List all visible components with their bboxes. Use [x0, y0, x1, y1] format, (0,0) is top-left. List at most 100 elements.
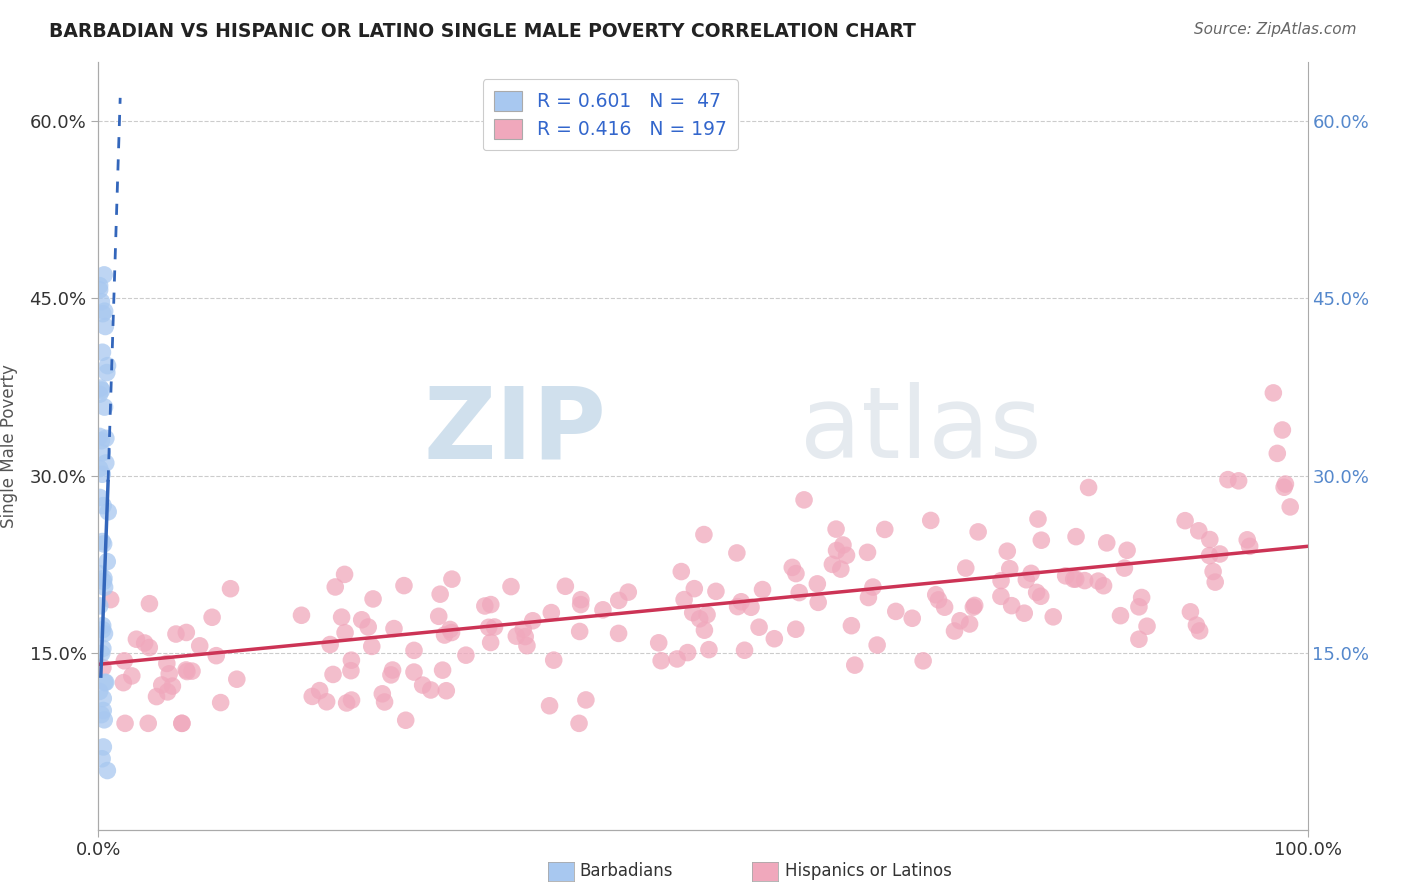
- Point: [96, 366, 118, 380]
- Point: [150, 678, 173, 692]
- Point: [100, 592, 122, 607]
- Point: [432, 663, 454, 677]
- Point: [821, 558, 844, 572]
- Point: [569, 598, 592, 612]
- Point: [89, 278, 111, 293]
- Point: [319, 638, 342, 652]
- Point: [205, 648, 228, 663]
- Text: Hispanics or Latinos: Hispanics or Latinos: [785, 863, 952, 880]
- Point: [90, 294, 112, 309]
- Point: [1025, 585, 1047, 599]
- Point: [666, 652, 689, 666]
- Point: [725, 546, 748, 560]
- Point: [89, 684, 111, 698]
- Point: [93, 400, 115, 414]
- Point: [1064, 530, 1087, 544]
- Point: [763, 632, 786, 646]
- Point: [333, 625, 356, 640]
- Point: [1271, 423, 1294, 437]
- Point: [554, 579, 576, 593]
- Point: [647, 636, 669, 650]
- Point: [704, 584, 727, 599]
- Point: [454, 648, 477, 662]
- Point: [433, 628, 456, 642]
- Point: [959, 617, 981, 632]
- Point: [323, 580, 346, 594]
- Point: [93, 580, 115, 594]
- Point: [995, 544, 1018, 558]
- Point: [93, 626, 115, 640]
- Point: [176, 665, 198, 679]
- Point: [174, 663, 197, 677]
- Point: [1188, 624, 1211, 638]
- Y-axis label: Single Male Poverty: Single Male Poverty: [0, 364, 18, 528]
- Point: [439, 623, 461, 637]
- Point: [689, 612, 711, 626]
- Point: [1073, 574, 1095, 588]
- Point: [1001, 599, 1024, 613]
- Text: Barbadians: Barbadians: [579, 863, 673, 880]
- Point: [90, 434, 112, 448]
- Point: [440, 625, 463, 640]
- Point: [751, 582, 773, 597]
- Point: [830, 562, 852, 576]
- Point: [825, 522, 848, 536]
- Point: [943, 624, 966, 638]
- Point: [395, 713, 418, 727]
- Point: [512, 622, 534, 636]
- Point: [145, 690, 167, 704]
- Point: [91, 691, 114, 706]
- Point: [949, 614, 972, 628]
- Point: [1063, 572, 1085, 586]
- Point: [575, 693, 598, 707]
- Point: [962, 600, 984, 615]
- Point: [136, 716, 159, 731]
- Point: [1128, 632, 1150, 647]
- Point: [928, 592, 950, 607]
- Point: [93, 574, 115, 589]
- Point: [91, 534, 114, 549]
- Point: [1092, 579, 1115, 593]
- Point: [832, 538, 855, 552]
- Point: [90, 647, 112, 661]
- Point: [1204, 575, 1226, 590]
- Text: BARBADIAN VS HISPANIC OR LATINO SINGLE MALE POVERTY CORRELATION CHART: BARBADIAN VS HISPANIC OR LATINO SINGLE M…: [49, 22, 917, 41]
- Point: [330, 610, 353, 624]
- Point: [440, 572, 463, 586]
- Point: [990, 574, 1012, 588]
- Point: [434, 683, 457, 698]
- Point: [727, 599, 749, 614]
- Point: [673, 592, 696, 607]
- Point: [1174, 514, 1197, 528]
- Point: [1130, 591, 1153, 605]
- Point: [336, 696, 359, 710]
- Point: [89, 599, 111, 613]
- Point: [91, 618, 114, 632]
- Point: [1077, 481, 1099, 495]
- Point: [569, 592, 592, 607]
- Point: [1272, 480, 1295, 494]
- Point: [381, 663, 404, 677]
- Point: [650, 654, 672, 668]
- Point: [392, 579, 415, 593]
- Point: [89, 381, 111, 395]
- Point: [371, 687, 394, 701]
- Point: [90, 707, 112, 722]
- Text: ZIP: ZIP: [423, 382, 606, 479]
- Point: [748, 620, 770, 634]
- Point: [93, 571, 115, 585]
- Point: [866, 638, 889, 652]
- Point: [91, 499, 114, 513]
- Point: [89, 566, 111, 581]
- Point: [696, 607, 718, 622]
- Point: [94, 319, 117, 334]
- Point: [361, 591, 384, 606]
- Point: [138, 640, 160, 655]
- Point: [340, 653, 363, 667]
- Point: [91, 623, 114, 637]
- Point: [505, 629, 527, 643]
- Point: [96, 359, 118, 373]
- Legend: R = 0.601   N =  47, R = 0.416   N = 197: R = 0.601 N = 47, R = 0.416 N = 197: [482, 79, 738, 151]
- Point: [170, 716, 193, 731]
- Point: [350, 613, 373, 627]
